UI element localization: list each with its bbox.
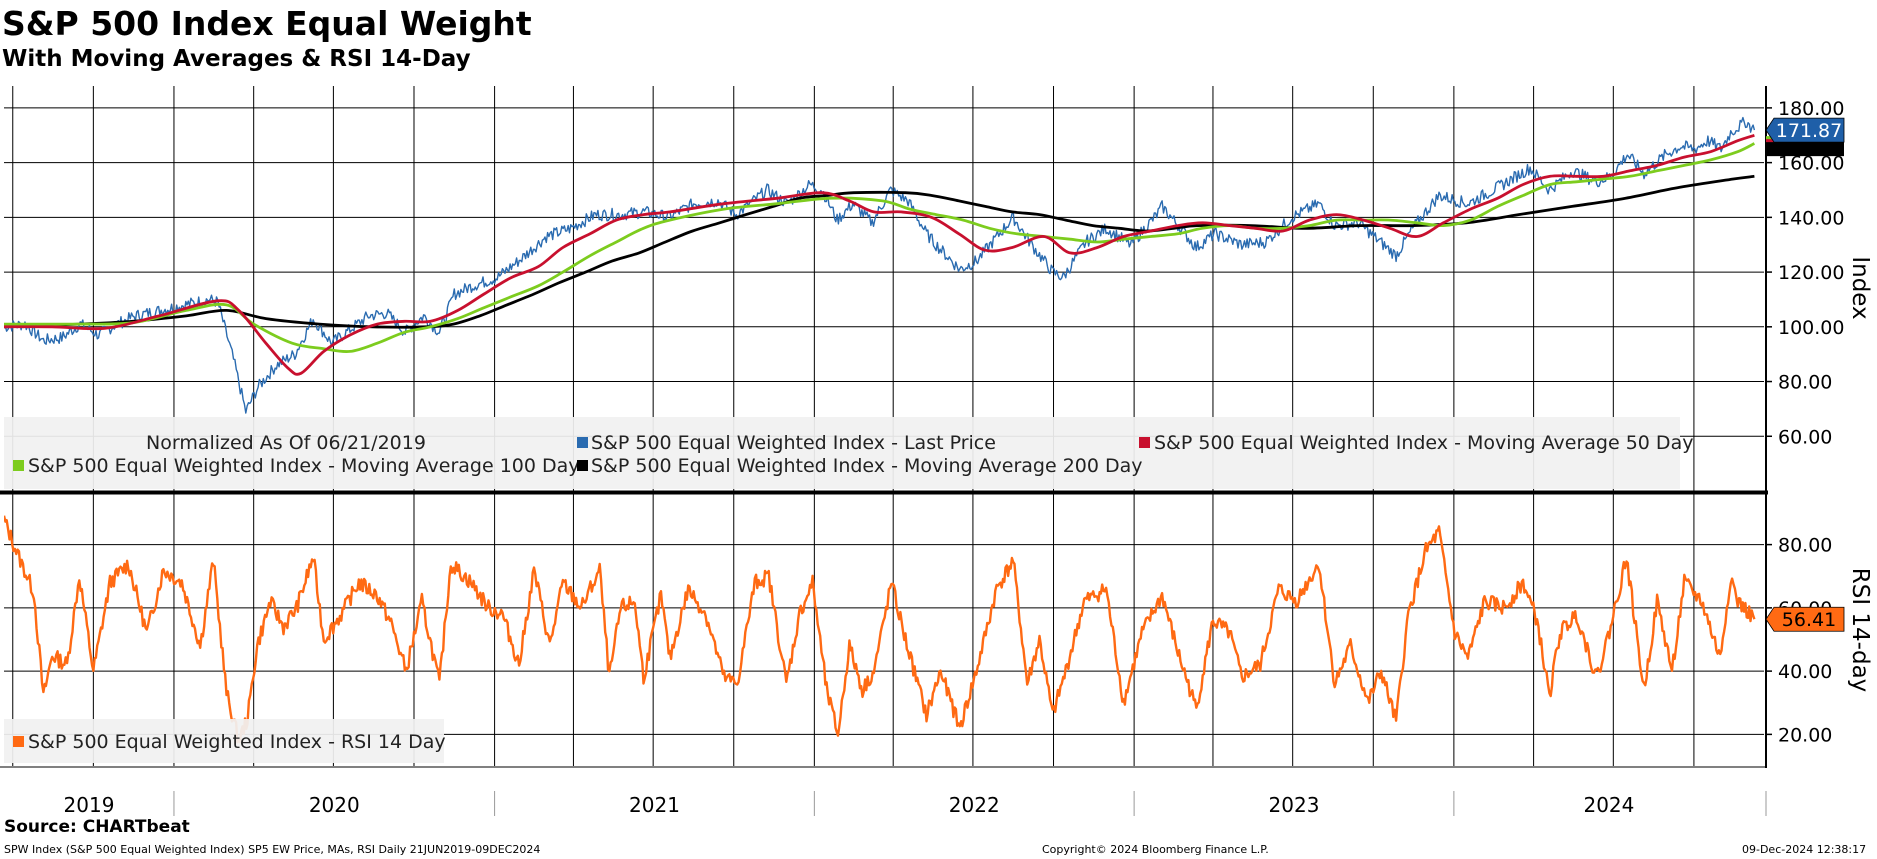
y-tick-label: 40.00 [1778, 661, 1832, 683]
footer-timestamp: 09-Dec-2024 12:38:17 [1742, 843, 1867, 856]
source-note: Source: CHARTbeat [4, 817, 190, 837]
y-tick-label: 80.00 [1778, 535, 1832, 557]
legend-swatch-ma200 [577, 460, 588, 471]
y-axis-title-rsi: RSI 14-day [1847, 568, 1873, 693]
y-tick-label: 80.00 [1778, 372, 1832, 394]
x-year-label: 2021 [629, 793, 680, 817]
rsi-panel-series [4, 515, 1756, 744]
legend-swatch-ma50 [1139, 437, 1150, 448]
y-axis-title-price: Index [1847, 256, 1873, 319]
rsi-last-value-tag-text: 56.41 [1782, 609, 1836, 631]
y-tick-label: 160.00 [1778, 153, 1844, 175]
footer-copyright: Copyright© 2024 Bloomberg Finance L.P. [1042, 843, 1269, 856]
footer-description: SPW Index (S&P 500 Equal Weighted Index)… [4, 843, 541, 856]
series-ma200 [4, 174, 1755, 329]
rsi-last-value-tag [1765, 606, 1845, 632]
price-panel-series [4, 116, 1756, 414]
price-legend-box [4, 417, 1680, 489]
legend-label-ma50: S&P 500 Equal Weighted Index - Moving Av… [1154, 432, 1693, 454]
x-year-label: 2019 [64, 793, 115, 817]
y-tick-label: 20.00 [1778, 724, 1832, 746]
series-ma50 [4, 133, 1755, 376]
y-tick-label: 120.00 [1778, 262, 1844, 284]
series-ma100 [4, 142, 1756, 354]
y-tick-label: 140.00 [1778, 207, 1844, 229]
legend-swatch-ma100 [13, 460, 24, 471]
legend-label-last-price: S&P 500 Equal Weighted Index - Last Pric… [591, 432, 996, 454]
legend-layer: Normalized As Of 06/21/2019 S&P 500 Equal… [4, 417, 1693, 763]
series-last-price [4, 116, 1756, 414]
x-year-label: 2020 [309, 793, 360, 817]
legend-label-ma100: S&P 500 Equal Weighted Index - Moving Av… [28, 455, 580, 477]
x-year-label: 2022 [949, 793, 1000, 817]
y-tick-label: 100.00 [1778, 317, 1844, 339]
x-year-label: 2023 [1269, 793, 1320, 817]
legend-normalized-note: Normalized As Of 06/21/2019 [146, 432, 426, 454]
x-year-label: 2024 [1583, 793, 1634, 817]
y-tick-label: 60.00 [1778, 426, 1832, 448]
rsi-legend-box [4, 719, 444, 763]
legend-label-ma200: S&P 500 Equal Weighted Index - Moving Av… [591, 455, 1143, 477]
axis-layer: 60.00 80.00 100.00 120.00 140.00 160.00 180.00… [0, 86, 1873, 817]
price-last-value-tag-text: 171.87 [1776, 120, 1842, 142]
tag-layer: 171.87 56.41 [1765, 117, 1845, 632]
y-tick-label: 180.00 [1778, 98, 1844, 120]
legend-swatch-rsi [13, 736, 24, 747]
chart-title: S&P 500 Index Equal Weight [2, 4, 532, 43]
price-last-value-tag-stack [1766, 142, 1844, 157]
series-rsi [4, 515, 1756, 744]
legend-swatch-last-price [577, 437, 588, 448]
chart-subtitle: With Moving Averages & RSI 14-Day [2, 46, 471, 72]
legend-label-rsi: S&P 500 Equal Weighted Index - RSI 14 Da… [28, 731, 446, 753]
price-last-value-tag [1765, 117, 1845, 143]
